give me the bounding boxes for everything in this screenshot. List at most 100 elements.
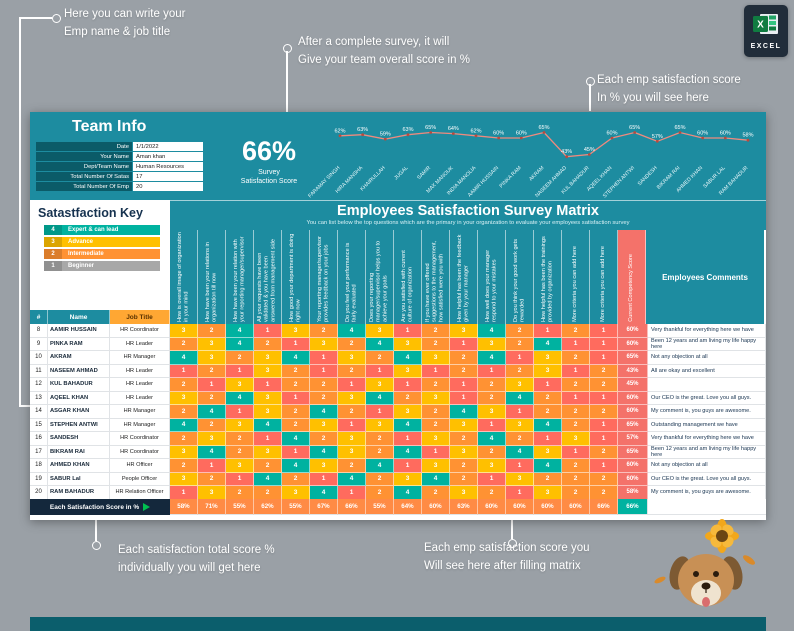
job-title-cell[interactable]: HR Coordinator [110,445,170,459]
score-cell[interactable]: 2 [170,337,198,351]
score-cell[interactable]: 2 [562,378,590,392]
score-cell[interactable]: 4 [282,351,310,365]
employee-comment-cell[interactable]: Been 12 years and am living my life happ… [648,337,766,351]
score-cell[interactable]: 3 [170,445,198,459]
score-cell[interactable]: 2 [478,391,506,405]
score-cell[interactable]: 3 [366,418,394,432]
score-cell[interactable]: 2 [366,351,394,365]
employee-name-cell[interactable]: STEPHEN ANTWI [48,418,110,432]
job-title-cell[interactable]: HR Leader [110,391,170,405]
employee-comment-cell[interactable]: My comment is, you guys are awesome. [648,486,766,500]
score-cell[interactable]: 2 [422,337,450,351]
score-cell[interactable]: 2 [590,486,618,500]
score-cell[interactable]: 2 [170,432,198,446]
score-cell[interactable]: 3 [534,445,562,459]
score-cell[interactable]: 2 [534,472,562,486]
employee-name-cell[interactable]: KUL BAHADUR [48,378,110,392]
score-cell[interactable]: 3 [338,351,366,365]
employee-name-cell[interactable]: AQEEL KHAN [48,391,110,405]
score-cell[interactable]: 4 [478,351,506,365]
score-cell[interactable]: 1 [170,364,198,378]
score-cell[interactable]: 2 [506,364,534,378]
score-cell[interactable]: 3 [282,486,310,500]
score-cell[interactable]: 3 [394,364,422,378]
score-cell[interactable]: 1 [310,351,338,365]
score-cell[interactable]: 2 [590,445,618,459]
score-cell[interactable]: 1 [590,351,618,365]
score-cell[interactable]: 1 [562,337,590,351]
score-cell[interactable]: 2 [562,324,590,338]
score-cell[interactable]: 2 [506,324,534,338]
employee-comment-cell[interactable] [648,378,766,392]
score-cell[interactable]: 4 [366,391,394,405]
score-cell[interactable]: 4 [198,405,226,419]
score-cell[interactable]: 4 [226,337,254,351]
score-cell[interactable]: 3 [478,459,506,473]
score-cell[interactable]: 2 [422,324,450,338]
score-cell[interactable]: 2 [450,459,478,473]
score-cell[interactable]: 4 [226,391,254,405]
score-cell[interactable]: 2 [422,486,450,500]
score-cell[interactable]: 3 [506,418,534,432]
score-cell[interactable]: 3 [562,432,590,446]
score-cell[interactable]: 2 [226,486,254,500]
score-cell[interactable]: 4 [394,418,422,432]
employee-comment-cell[interactable]: Not any objection at all [648,351,766,365]
score-cell[interactable]: 2 [590,378,618,392]
score-cell[interactable]: 4 [534,337,562,351]
employee-name-cell[interactable]: SABUR Lal [48,472,110,486]
score-cell[interactable]: 3 [226,378,254,392]
score-cell[interactable]: 2 [226,351,254,365]
score-cell[interactable]: 2 [450,364,478,378]
score-cell[interactable]: 2 [478,486,506,500]
score-cell[interactable]: 2 [422,418,450,432]
score-cell[interactable]: 2 [590,364,618,378]
score-cell[interactable]: 1 [254,432,282,446]
score-cell[interactable]: 1 [282,337,310,351]
score-cell[interactable]: 3 [450,418,478,432]
score-cell[interactable]: 4 [338,324,366,338]
score-cell[interactable]: 3 [198,337,226,351]
score-cell[interactable]: 2 [562,472,590,486]
score-cell[interactable]: 1 [282,445,310,459]
score-cell[interactable]: 3 [534,486,562,500]
score-cell[interactable]: 2 [282,378,310,392]
employee-comment-cell[interactable]: Not any objection at all [648,459,766,473]
score-cell[interactable]: 1 [254,378,282,392]
score-cell[interactable]: 2 [170,378,198,392]
score-cell[interactable]: 2 [506,337,534,351]
score-cell[interactable]: 1 [310,364,338,378]
score-cell[interactable]: 2 [226,432,254,446]
score-cell[interactable]: 2 [338,459,366,473]
score-cell[interactable]: 1 [506,486,534,500]
score-cell[interactable]: 4 [450,405,478,419]
score-cell[interactable]: 2 [562,405,590,419]
score-cell[interactable]: 1 [282,391,310,405]
job-title-cell[interactable]: HR Manager [110,351,170,365]
score-cell[interactable]: 2 [450,351,478,365]
score-cell[interactable]: 3 [394,337,422,351]
score-cell[interactable]: 2 [310,378,338,392]
score-cell[interactable]: 2 [366,486,394,500]
score-cell[interactable]: 1 [590,459,618,473]
score-cell[interactable]: 1 [338,486,366,500]
score-cell[interactable]: 3 [422,351,450,365]
job-title-cell[interactable]: HR Relation Officer [110,486,170,500]
score-cell[interactable]: 1 [254,324,282,338]
score-cell[interactable]: 2 [590,472,618,486]
score-cell[interactable]: 3 [338,391,366,405]
score-cell[interactable]: 2 [478,445,506,459]
score-cell[interactable]: 2 [254,486,282,500]
score-cell[interactable]: 4 [534,459,562,473]
score-cell[interactable]: 2 [338,405,366,419]
score-cell[interactable]: 3 [478,405,506,419]
score-cell[interactable]: 4 [170,418,198,432]
score-cell[interactable]: 3 [310,337,338,351]
score-cell[interactable]: 3 [226,459,254,473]
score-cell[interactable]: 2 [562,459,590,473]
employee-name-cell[interactable]: AKRAM [48,351,110,365]
employee-name-cell[interactable]: AAMIR HUSSAIN [48,324,110,338]
score-cell[interactable]: 2 [338,364,366,378]
score-cell[interactable]: 1 [310,472,338,486]
score-cell[interactable]: 4 [506,391,534,405]
